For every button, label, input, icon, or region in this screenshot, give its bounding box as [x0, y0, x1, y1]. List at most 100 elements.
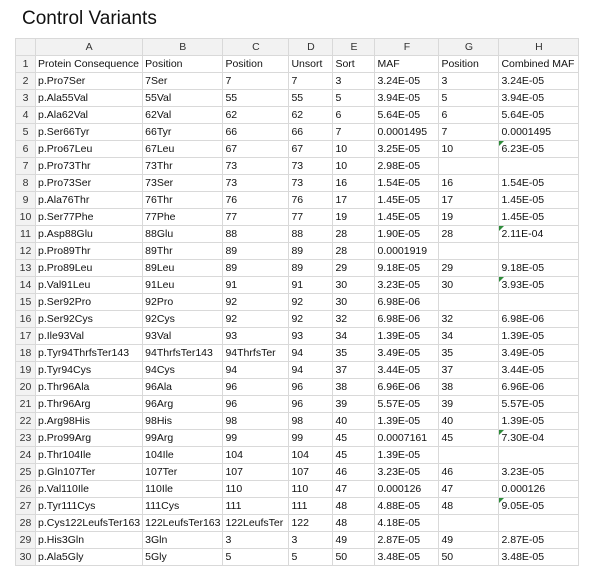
cell-a15[interactable]: p.Ser92Pro — [34, 293, 144, 311]
column-header-c[interactable]: C — [222, 38, 290, 56]
cell-h18[interactable]: 3.49E-05 — [498, 344, 580, 362]
cell-d1[interactable]: Unsort — [288, 55, 334, 73]
cell-e2[interactable]: 3 — [332, 72, 376, 90]
cell-h3[interactable]: 3.94E-05 — [498, 89, 580, 107]
cell-b4[interactable]: 62Val — [142, 106, 224, 124]
row-header[interactable]: 14 — [15, 276, 36, 294]
cell-e20[interactable]: 38 — [332, 378, 376, 396]
cell-d13[interactable]: 89 — [288, 259, 334, 277]
row-header[interactable]: 11 — [15, 225, 36, 243]
cell-b18[interactable]: 94ThrfsTer143 — [142, 344, 224, 362]
cell-a8[interactable]: p.Pro73Ser — [34, 174, 144, 192]
cell-g2[interactable]: 3 — [438, 72, 500, 90]
cell-c23[interactable]: 99 — [222, 429, 290, 447]
cell-c27[interactable]: 111 — [222, 497, 290, 515]
cell-a6[interactable]: p.Pro67Leu — [34, 140, 144, 158]
column-header-f[interactable]: F — [374, 38, 440, 56]
row-header[interactable]: 2 — [15, 72, 36, 90]
cell-h7[interactable] — [498, 157, 580, 175]
cell-g17[interactable]: 34 — [438, 327, 500, 345]
cell-d30[interactable]: 5 — [288, 548, 334, 566]
cell-e21[interactable]: 39 — [332, 395, 376, 413]
row-header[interactable]: 7 — [15, 157, 36, 175]
row-header[interactable]: 9 — [15, 191, 36, 209]
cell-a7[interactable]: p.Pro73Thr — [34, 157, 144, 175]
cell-a14[interactable]: p.Val91Leu — [34, 276, 144, 294]
cell-f6[interactable]: 3.25E-05 — [374, 140, 440, 158]
cell-h29[interactable]: 2.87E-05 — [498, 531, 580, 549]
cell-e3[interactable]: 5 — [332, 89, 376, 107]
cell-c3[interactable]: 55 — [222, 89, 290, 107]
cell-e23[interactable]: 45 — [332, 429, 376, 447]
row-header[interactable]: 26 — [15, 480, 36, 498]
cell-a11[interactable]: p.Asp88Glu — [34, 225, 144, 243]
cell-a24[interactable]: p.Thr104Ile — [34, 446, 144, 464]
cell-a12[interactable]: p.Pro89Thr — [34, 242, 144, 260]
cell-c2[interactable]: 7 — [222, 72, 290, 90]
cell-h14[interactable]: 3.93E-05 — [498, 276, 580, 294]
column-header-b[interactable]: B — [142, 38, 224, 56]
cell-c1[interactable]: Position — [222, 55, 290, 73]
cell-b19[interactable]: 94Cys — [142, 361, 224, 379]
cell-a3[interactable]: p.Ala55Val — [34, 89, 144, 107]
cell-a13[interactable]: p.Pro89Leu — [34, 259, 144, 277]
cell-f14[interactable]: 3.23E-05 — [374, 276, 440, 294]
cell-g20[interactable]: 38 — [438, 378, 500, 396]
cell-e25[interactable]: 46 — [332, 463, 376, 481]
cell-f26[interactable]: 0.000126 — [374, 480, 440, 498]
cell-f9[interactable]: 1.45E-05 — [374, 191, 440, 209]
cell-g9[interactable]: 17 — [438, 191, 500, 209]
cell-g25[interactable]: 46 — [438, 463, 500, 481]
cell-a5[interactable]: p.Ser66Tyr — [34, 123, 144, 141]
cell-d4[interactable]: 62 — [288, 106, 334, 124]
cell-h9[interactable]: 1.45E-05 — [498, 191, 580, 209]
cell-h15[interactable] — [498, 293, 580, 311]
row-header[interactable]: 19 — [15, 361, 36, 379]
cell-f20[interactable]: 6.96E-06 — [374, 378, 440, 396]
cell-b24[interactable]: 104Ile — [142, 446, 224, 464]
row-header[interactable]: 6 — [15, 140, 36, 158]
cell-h16[interactable]: 6.98E-06 — [498, 310, 580, 328]
cell-c25[interactable]: 107 — [222, 463, 290, 481]
cell-e22[interactable]: 40 — [332, 412, 376, 430]
row-header[interactable]: 15 — [15, 293, 36, 311]
cell-d2[interactable]: 7 — [288, 72, 334, 90]
cell-a23[interactable]: p.Pro99Arg — [34, 429, 144, 447]
cell-g21[interactable]: 39 — [438, 395, 500, 413]
cell-c15[interactable]: 92 — [222, 293, 290, 311]
cell-g24[interactable] — [438, 446, 500, 464]
cell-h21[interactable]: 5.57E-05 — [498, 395, 580, 413]
cell-c6[interactable]: 67 — [222, 140, 290, 158]
cell-c10[interactable]: 77 — [222, 208, 290, 226]
cell-h27[interactable]: 9.05E-05 — [498, 497, 580, 515]
cell-h19[interactable]: 3.44E-05 — [498, 361, 580, 379]
cell-d17[interactable]: 93 — [288, 327, 334, 345]
cell-h20[interactable]: 6.96E-06 — [498, 378, 580, 396]
row-header[interactable]: 28 — [15, 514, 36, 532]
cell-g6[interactable]: 10 — [438, 140, 500, 158]
cell-d3[interactable]: 55 — [288, 89, 334, 107]
cell-d8[interactable]: 73 — [288, 174, 334, 192]
cell-b8[interactable]: 73Ser — [142, 174, 224, 192]
cell-a22[interactable]: p.Arg98His — [34, 412, 144, 430]
cell-h6[interactable]: 6.23E-05 — [498, 140, 580, 158]
cell-d15[interactable]: 92 — [288, 293, 334, 311]
cell-d6[interactable]: 67 — [288, 140, 334, 158]
cell-a16[interactable]: p.Ser92Cys — [34, 310, 144, 328]
cell-a30[interactable]: p.Ala5Gly — [34, 548, 144, 566]
cell-b11[interactable]: 88Glu — [142, 225, 224, 243]
cell-f3[interactable]: 3.94E-05 — [374, 89, 440, 107]
cell-b25[interactable]: 107Ter — [142, 463, 224, 481]
cell-e13[interactable]: 29 — [332, 259, 376, 277]
cell-f1[interactable]: MAF — [374, 55, 440, 73]
cell-d21[interactable]: 96 — [288, 395, 334, 413]
cell-d5[interactable]: 66 — [288, 123, 334, 141]
cell-a18[interactable]: p.Tyr94ThrfsTer143 — [34, 344, 144, 362]
cell-c19[interactable]: 94 — [222, 361, 290, 379]
cell-f24[interactable]: 1.39E-05 — [374, 446, 440, 464]
cell-h1[interactable]: Combined MAF — [498, 55, 580, 73]
row-header[interactable]: 30 — [15, 548, 36, 566]
cell-e30[interactable]: 50 — [332, 548, 376, 566]
cell-f28[interactable]: 4.18E-05 — [374, 514, 440, 532]
cell-e17[interactable]: 34 — [332, 327, 376, 345]
